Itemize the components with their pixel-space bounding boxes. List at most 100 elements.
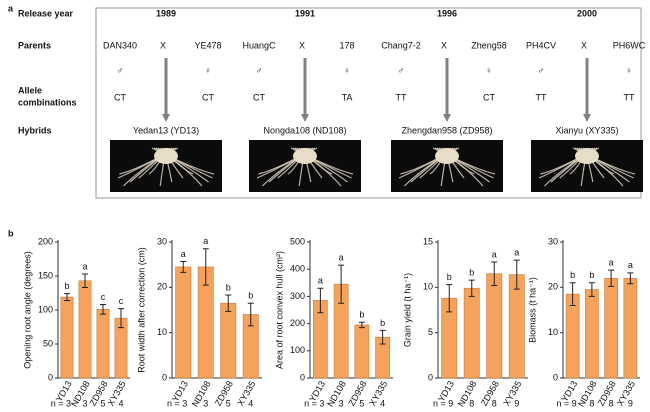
error-bar <box>338 264 345 304</box>
bar <box>623 277 638 379</box>
y-tick-label: 200 <box>290 318 305 328</box>
n-label: 4 <box>380 398 385 408</box>
cross: X <box>299 40 305 50</box>
n-label: 8 <box>609 398 614 408</box>
n-label: n = 3 <box>304 398 324 408</box>
bar <box>220 302 237 379</box>
y-tick-label: 30 <box>548 236 558 246</box>
male-allele: TT <box>396 92 407 102</box>
y-tick-label: 0 <box>300 372 305 382</box>
root-photo <box>531 140 643 192</box>
error-bar <box>225 294 232 312</box>
panel-label: a <box>8 3 14 13</box>
bar <box>508 274 525 379</box>
male-allele: CT <box>253 92 265 102</box>
significance-letter: b <box>447 272 452 282</box>
female-symbol: ♀ <box>626 65 633 75</box>
n-label: 3 <box>203 398 208 408</box>
bar <box>175 266 192 379</box>
female-allele: CT <box>483 92 495 102</box>
significance-letter: a <box>82 261 87 271</box>
root-photo <box>110 140 222 192</box>
cross: X <box>441 40 447 50</box>
significance-letter: a <box>628 260 633 270</box>
x-tick-label: ND108 <box>325 379 348 408</box>
y-tick-label: 100 <box>38 304 53 314</box>
significance-letter: a <box>181 249 186 259</box>
y-tick-label: 0 <box>162 372 167 382</box>
significance-letter: c <box>101 292 106 302</box>
release-year: 2000 <box>577 8 597 18</box>
y-tick-label: 500 <box>290 236 305 246</box>
y-tick-label: 10 <box>157 327 167 337</box>
error-bar <box>627 272 634 285</box>
y-tick-label: 20 <box>157 282 167 292</box>
female-allele: CT <box>202 92 214 102</box>
n-label: 5 <box>226 398 231 408</box>
bar <box>60 296 74 379</box>
female-symbol: ♀ <box>344 65 351 75</box>
n-label: 3 <box>82 398 87 408</box>
n-label: n = 9 <box>433 398 453 408</box>
male-symbol: ♂ <box>538 65 545 75</box>
y-axis-label: Area of root convex hull (cm²) <box>274 251 284 369</box>
x-tick-label: XY335 <box>106 379 128 407</box>
n-label: 9 <box>628 398 633 408</box>
y-tick-label: 0 <box>553 372 558 382</box>
root-photo <box>391 140 503 192</box>
y-tick-label: 0 <box>428 372 433 382</box>
y-tick-label: 150 <box>38 270 53 280</box>
x-tick-label: ND108 <box>190 379 213 408</box>
y-tick-label: 0 <box>48 372 53 382</box>
male-allele: TT <box>536 92 547 102</box>
y-axis-label: Opening root angle (degrees) <box>22 251 32 369</box>
male-symbol: ♂ <box>398 65 405 75</box>
parent-female: PH6WC <box>613 40 646 50</box>
female-allele: TA <box>342 92 353 102</box>
x-tick-label: XY335 <box>235 379 257 407</box>
parent-male: PH4CV <box>526 40 556 50</box>
n-label: n = 3 <box>51 398 71 408</box>
significance-letter: c <box>119 296 124 306</box>
error-bar <box>588 282 595 297</box>
y-axis-label: Biomass (t ha⁻¹) <box>527 277 537 343</box>
significance-letter: a <box>514 248 519 258</box>
x-tick-label: XY335 <box>367 379 389 407</box>
female-symbol: ♀ <box>205 65 212 75</box>
x-tick-label: XY335 <box>501 379 523 407</box>
bar <box>78 280 92 379</box>
release-year: 1989 <box>156 8 176 18</box>
hybrid-name: Xianyu (XY335) <box>555 125 618 135</box>
parent-female: 178 <box>339 40 354 50</box>
significance-letter: a <box>203 236 208 246</box>
row-label: Parents <box>18 40 51 50</box>
y-tick-label: 10 <box>548 327 558 337</box>
n-label: 5 <box>359 398 364 408</box>
parent-male: HuangC <box>242 40 276 50</box>
n-label: 4 <box>248 398 253 408</box>
root-crown <box>435 148 459 164</box>
error-bar <box>64 293 70 301</box>
row-label: combinations <box>18 97 77 107</box>
male-allele: CT <box>114 92 126 102</box>
row-label: Release year <box>18 8 74 18</box>
significance-letter: b <box>589 270 594 280</box>
significance-letter: a <box>609 257 614 267</box>
n-label: 8 <box>589 398 594 408</box>
error-bar <box>446 284 453 313</box>
root-crown <box>293 148 317 164</box>
error-bar <box>82 273 88 289</box>
parent-female: YE478 <box>194 40 221 50</box>
error-bar <box>202 248 209 286</box>
error-bar <box>608 269 615 287</box>
bar <box>486 273 503 379</box>
bar <box>604 277 618 379</box>
bar <box>463 287 480 379</box>
x-tick-label: ZD958 <box>346 379 368 407</box>
n-label: 8 <box>469 398 474 408</box>
error-bar <box>491 261 498 287</box>
y-axis-label: Grain yield (t ha⁻¹) <box>402 273 412 347</box>
row-label: Allele <box>18 85 42 95</box>
y-tick-label: 5 <box>428 327 433 337</box>
